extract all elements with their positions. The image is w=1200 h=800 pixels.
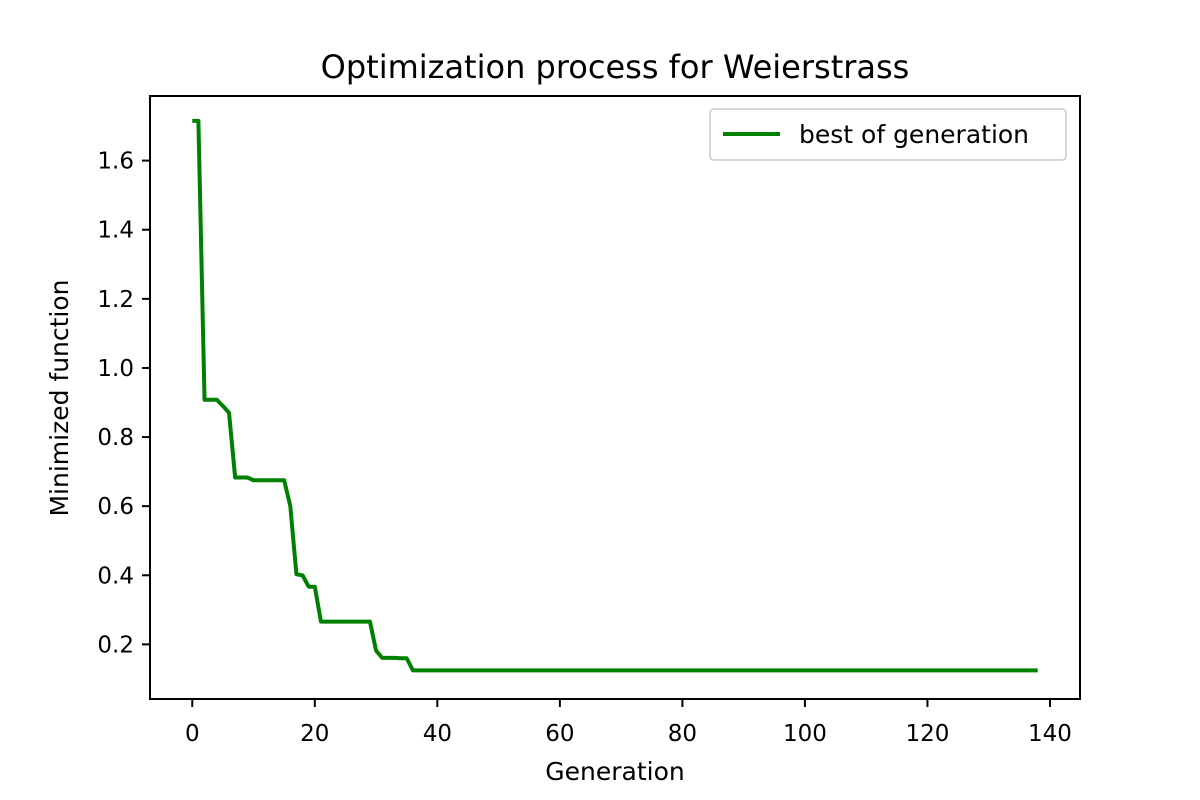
x-axis-label: Generation	[545, 757, 684, 786]
x-tick-label: 60	[545, 721, 574, 747]
tick-group: 0 20 40 60 80 100 120 140 0.2 0.4 0.6 0.8 1.0 1.2 1.4 1…	[97, 149, 1072, 747]
legend: best of generation	[709, 108, 1067, 161]
x-tick-label: 0	[185, 721, 200, 747]
x-tick-label: 100	[783, 721, 827, 747]
y-tick-label: 0.2	[97, 632, 134, 658]
x-tick-label: 20	[300, 721, 329, 747]
series-layer	[192, 118, 1038, 673]
series-line-best-of-generation	[192, 118, 1038, 673]
x-tick-label: 80	[668, 721, 697, 747]
y-tick-label: 0.4	[97, 563, 134, 589]
legend-label-best-of-generation: best of generation	[799, 120, 1029, 149]
x-tick-label: 140	[1028, 721, 1072, 747]
y-tick-label: 1.6	[97, 149, 134, 175]
y-tick-label: 0.8	[97, 425, 134, 451]
y-axis-label: Minimized function	[45, 279, 74, 516]
plot-frame	[149, 95, 1081, 700]
chart-title: Optimization process for Weierstrass	[321, 48, 910, 86]
y-tick-label: 0.6	[97, 494, 134, 520]
legend-box	[709, 108, 1067, 161]
x-tick-label: 40	[423, 721, 452, 747]
y-tick-label: 1.4	[97, 218, 134, 244]
x-tick-label: 120	[905, 721, 949, 747]
y-tick-label: 1.2	[97, 287, 134, 313]
y-tick-label: 1.0	[97, 356, 134, 382]
